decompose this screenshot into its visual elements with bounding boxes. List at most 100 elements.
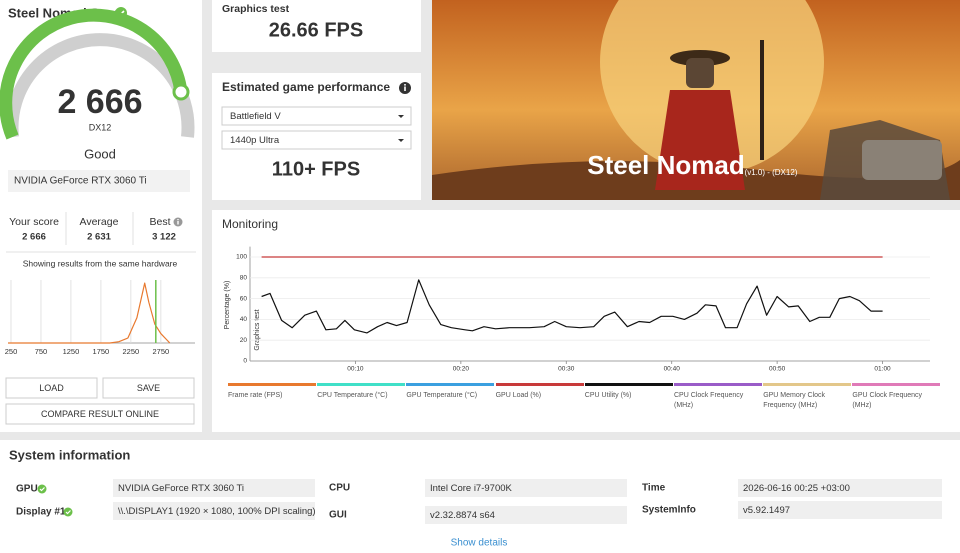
legend-swatch: [317, 383, 406, 386]
y-tick-label: 40: [240, 316, 248, 323]
legend-swatch: [852, 383, 941, 386]
legend-item[interactable]: GPU Clock Frequency (MHz): [852, 383, 941, 411]
legend-swatch: [584, 383, 673, 386]
info-value: v2.32.8874 s64: [430, 510, 495, 521]
info-label: GPU: [16, 484, 38, 495]
gauge-knob: [172, 83, 190, 101]
legend-item[interactable]: GPU Memory Clock Frequency (MHz): [763, 383, 852, 411]
x-tick-label: 00:10: [347, 366, 364, 373]
system-info-title: System information: [9, 447, 130, 462]
average-value: 2 631: [87, 232, 111, 243]
legend-item[interactable]: CPU Temperature (°C): [317, 383, 406, 401]
value-box: [113, 479, 315, 497]
legend-label: GPU Clock Frequency (MHz): [852, 392, 923, 409]
x-tick-label: 250: [5, 347, 18, 356]
legend-swatch: [674, 383, 762, 386]
legend-swatch: [228, 383, 316, 386]
test-annotation: Graphics test: [254, 309, 261, 350]
info-label: Time: [642, 483, 666, 494]
info-value: v5.92.1497: [743, 505, 790, 516]
series-line: [261, 279, 883, 334]
legend-label: GPU Load (%): [495, 392, 542, 399]
graphics-test-value: 26.66 FPS: [269, 19, 364, 41]
legend-item[interactable]: GPU Temperature (°C): [406, 383, 495, 401]
graphics-test-label: Graphics test: [222, 3, 290, 15]
button-label[interactable]: COMPARE RESULT ONLINE: [41, 409, 159, 419]
value-box: [425, 479, 627, 497]
info-label: CPU: [329, 483, 350, 494]
y-axis-label: Percentage (%): [224, 281, 231, 330]
x-tick-label: 00:30: [558, 366, 575, 373]
hero-subtitle: (v1.0) - (DX12): [745, 168, 798, 177]
x-tick-label: 1750: [93, 347, 110, 356]
score-rating: Good: [84, 146, 116, 161]
estimate-title: Estimated game performance: [222, 80, 390, 94]
preset-dropdown[interactable]: 1440p Ultra: [221, 130, 412, 150]
dropdown-value[interactable]: Battlefield V: [230, 111, 281, 122]
x-tick-label: 2750: [152, 347, 169, 356]
save-button[interactable]: SAVE: [102, 377, 195, 399]
info-icon[interactable]: [173, 217, 183, 227]
best-value: 3 122: [152, 232, 176, 243]
legend-label: GPU Memory Clock Frequency (MHz): [763, 392, 826, 409]
hero-title: Steel Nomad: [587, 150, 745, 180]
x-tick-label: 00:20: [453, 366, 470, 373]
average-label: Average: [80, 216, 119, 228]
value-box: [425, 506, 627, 524]
legend-item[interactable]: CPU Clock Frequency (MHz): [674, 383, 762, 411]
legend-item[interactable]: Frame rate (FPS): [228, 383, 316, 401]
legend-label: CPU Utility (%): [584, 392, 632, 399]
button-label[interactable]: LOAD: [39, 383, 64, 393]
ok-icon: [37, 484, 47, 494]
x-tick-label: 1250: [63, 347, 80, 356]
x-tick-label: 750: [35, 347, 48, 356]
compare-button[interactable]: COMPARE RESULT ONLINE: [5, 403, 195, 425]
y-tick-label: 20: [240, 337, 248, 344]
graphics-test-card: [212, 0, 421, 52]
button-label[interactable]: SAVE: [137, 383, 160, 393]
show-details-link[interactable]: Show details: [451, 538, 508, 549]
info-label: GUI: [329, 510, 347, 521]
hero-image: [432, 0, 960, 200]
legend-label: CPU Temperature (°C): [317, 392, 388, 399]
x-tick-label: 2250: [123, 347, 140, 356]
gauge-fill: [0, 8, 188, 140]
legend-item[interactable]: GPU Load (%): [495, 383, 584, 401]
info-label: SystemInfo: [642, 505, 696, 516]
ok-icon: [63, 507, 73, 517]
monitoring-title: Monitoring: [222, 217, 278, 231]
line: [8, 282, 171, 344]
your-score-label: Your score: [9, 216, 59, 228]
legend-item[interactable]: CPU Utility (%): [584, 383, 673, 401]
y-tick-label: 60: [240, 295, 248, 302]
y-tick-label: 80: [240, 275, 248, 282]
info-label: Display #1: [16, 507, 66, 518]
dropdown-value[interactable]: 1440p Ultra: [230, 135, 280, 146]
value-box: [738, 479, 942, 497]
legend-swatch: [763, 383, 852, 386]
info-value: \\.\DISPLAY1 (1920 × 1080, 100% DPI scal…: [118, 506, 316, 517]
legend-label: GPU Temperature (°C): [406, 392, 478, 399]
value-box: [113, 502, 315, 520]
gpu-name: NVIDIA GeForce RTX 3060 Ti: [14, 176, 147, 187]
score-api: DX12: [89, 122, 112, 132]
info-value: Intel Core i7-9700K: [430, 483, 513, 494]
legend-swatch: [495, 383, 584, 386]
info-value: NVIDIA GeForce RTX 3060 Ti: [118, 483, 244, 494]
y-tick-label: 100: [236, 254, 247, 261]
hardware-note: Showing results from the same hardware: [23, 258, 178, 268]
x-tick-label: 00:40: [664, 366, 681, 373]
game-dropdown[interactable]: Battlefield V: [221, 106, 412, 126]
your-score-value: 2 666: [22, 232, 46, 243]
monitoring-card: [212, 210, 960, 432]
x-tick-label: 01:00: [874, 366, 891, 373]
value-box: [738, 501, 942, 519]
x-tick-label: 00:50: [769, 366, 786, 373]
load-button[interactable]: LOAD: [5, 377, 98, 399]
info-icon[interactable]: [399, 82, 411, 94]
score-value: 2 666: [57, 83, 142, 121]
y-tick-label: 0: [243, 358, 247, 365]
estimate-value: 110+ FPS: [272, 158, 360, 180]
gpu-box: [8, 170, 190, 192]
